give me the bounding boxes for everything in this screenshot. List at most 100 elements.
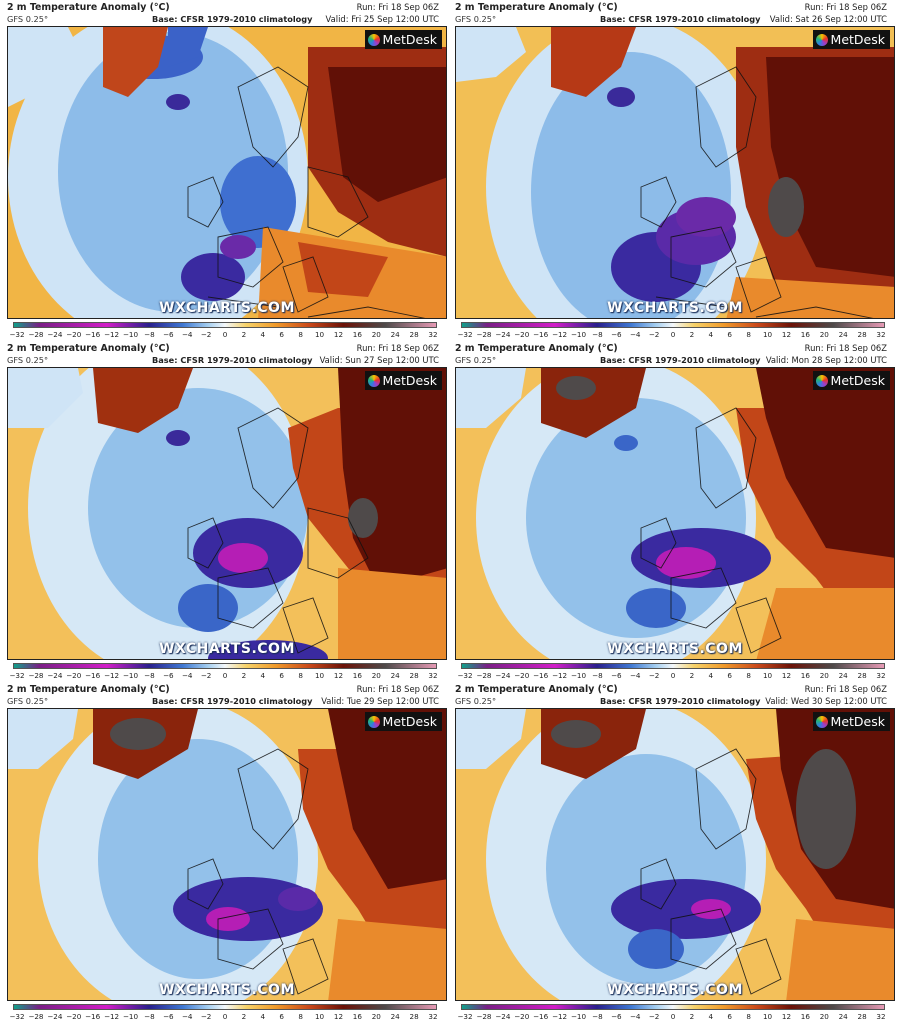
colorbar-tick-label: 32 [876, 1012, 886, 1021]
panel-header: 2 m Temperature Anomaly (°C) GFS 0.25° R… [448, 682, 893, 708]
colorbar-tick-label: −6 [610, 330, 622, 339]
forecast-panel-mon-28-sep: 2 m Temperature Anomaly (°C) GFS 0.25° R… [448, 341, 895, 681]
colorbar-tick-label: −16 [85, 671, 101, 680]
colorbar-tick-label: 10 [314, 1012, 325, 1021]
colorbar-tick-label: 6 [279, 330, 285, 339]
colorbar-tick-label: 16 [352, 671, 362, 680]
colorbar-tick-label: 20 [819, 1012, 829, 1021]
anomaly-field [8, 27, 446, 318]
wxcharts-watermark: WXCHARTS.COM [159, 641, 295, 657]
map-title: 2 m Temperature Anomaly (°C) [455, 343, 618, 354]
colorbar-tick-label: −12 [103, 671, 120, 680]
colorbar-tick-label: 8 [746, 671, 751, 680]
colorbar-tick-label: −16 [533, 671, 549, 680]
colorbar-ticks: −32 −28 −24 −20 −16 −12 −10 −8 −6 −4 −2 0 2 4 6 8 10 12 16… [9, 330, 437, 340]
colorbar-tick-label: 8 [746, 330, 751, 339]
colorbar-tick-label: −24 [495, 671, 511, 680]
colorbar-tick-label: 12 [333, 330, 344, 339]
panel-header: 2 m Temperature Anomaly (°C) GFS 0.25° R… [0, 0, 445, 26]
run-label: Run: Fri 18 Sep 06Z [804, 343, 887, 353]
colorbar-tick-label: 12 [333, 1012, 344, 1021]
colorbar-tick-label: −4 [629, 671, 641, 680]
colorbar-tick-label: −28 [28, 671, 44, 680]
colorbar-tick-label: 6 [727, 330, 733, 339]
run-label: Run: Fri 18 Sep 06Z [356, 343, 439, 353]
colorbar [461, 322, 885, 328]
colorbar-tick-label: −28 [28, 1012, 44, 1021]
colorbar-tick-label: −4 [181, 330, 193, 339]
colorbar-tick-label: 20 [819, 330, 829, 339]
colorbar-tick-label: −16 [85, 1012, 101, 1021]
colorbar-tick-label: −32 [457, 671, 473, 680]
colorbar-tick-label: 12 [781, 671, 792, 680]
colorbar-tick-label: 12 [781, 330, 792, 339]
panel-header: 2 m Temperature Anomaly (°C) GFS 0.25° R… [448, 0, 893, 26]
valid-time-label: Valid: Mon 28 Sep 12:00 UTC [765, 355, 887, 365]
temperature-anomaly-map: MetDesk WXCHARTS.COM [455, 708, 895, 1001]
colorbar-tick-label: −28 [28, 330, 44, 339]
metdesk-logo-icon [815, 33, 828, 46]
colorbar [13, 322, 437, 328]
forecast-panel-tue-29-sep: 2 m Temperature Anomaly (°C) GFS 0.25° R… [0, 682, 447, 1021]
colorbar-tick-label: −12 [103, 330, 120, 339]
model-label: GFS 0.25° [7, 696, 49, 706]
valid-time-label: Valid: Fri 25 Sep 12:00 UTC [325, 14, 439, 24]
colorbar-tick-label: −6 [162, 1012, 174, 1021]
colorbar-tick-label: −28 [476, 671, 492, 680]
run-label: Run: Fri 18 Sep 06Z [356, 684, 439, 694]
run-label: Run: Fri 18 Sep 06Z [804, 2, 887, 12]
colorbar-tick-label: 24 [390, 330, 400, 339]
colorbar-tick-label: 6 [279, 671, 285, 680]
model-label: GFS 0.25° [455, 355, 497, 365]
map-title: 2 m Temperature Anomaly (°C) [7, 343, 170, 354]
wxcharts-watermark: WXCHARTS.COM [607, 641, 743, 657]
map-title: 2 m Temperature Anomaly (°C) [7, 684, 170, 695]
colorbar-tick-label: −10 [570, 330, 587, 339]
panel-header: 2 m Temperature Anomaly (°C) GFS 0.25° R… [448, 341, 893, 367]
base-climatology-label: Base: CFSR 1979-2010 climatology [600, 14, 761, 24]
colorbar-ticks: −32 −28 −24 −20 −16 −12 −10 −8 −6 −4 −2 0 2 4 6 8 10 12 16… [457, 671, 885, 681]
colorbar-tick-label: 10 [762, 1012, 773, 1021]
base-climatology-label: Base: CFSR 1979-2010 climatology [152, 696, 313, 706]
colorbar-tick-label: 16 [800, 330, 810, 339]
colorbar [13, 663, 437, 669]
colorbar-tick-label: 32 [428, 671, 438, 680]
metdesk-logo: MetDesk [812, 30, 890, 49]
colorbar-tick-label: −32 [457, 330, 473, 339]
anomaly-field [456, 709, 894, 1000]
map-title: 2 m Temperature Anomaly (°C) [455, 2, 618, 13]
run-label: Run: Fri 18 Sep 06Z [804, 684, 887, 694]
colorbar-tick-label: 6 [727, 1012, 733, 1021]
metdesk-logo-icon [815, 374, 828, 387]
colorbar-tick-label: 0 [222, 1012, 228, 1021]
colorbar-tick-label: −32 [9, 1012, 25, 1021]
valid-time-label: Valid: Wed 30 Sep 12:00 UTC [765, 696, 887, 706]
colorbar-tick-label: −20 [66, 671, 82, 680]
temperature-anomaly-map: MetDesk WXCHARTS.COM [7, 708, 447, 1001]
colorbar-tick-label: −32 [9, 330, 25, 339]
colorbar-tick-label: 4 [708, 1012, 714, 1021]
colorbar-tick-label: 12 [333, 671, 344, 680]
colorbar-tick-label: 28 [857, 671, 867, 680]
colorbar [461, 1004, 885, 1010]
colorbar-tick-label: −8 [592, 671, 603, 680]
colorbar-tick-label: 4 [260, 1012, 266, 1021]
panel-header: 2 m Temperature Anomaly (°C) GFS 0.25° R… [0, 341, 445, 367]
logo-text: MetDesk [382, 32, 437, 47]
colorbar-tick-label: 4 [260, 330, 266, 339]
forecast-panel-sun-27-sep: 2 m Temperature Anomaly (°C) GFS 0.25° R… [0, 341, 447, 680]
colorbar-tick-label: −8 [144, 1012, 155, 1021]
wxcharts-watermark: WXCHARTS.COM [159, 300, 295, 316]
colorbar-tick-label: −4 [629, 330, 641, 339]
colorbar-tick-label: 2 [241, 1012, 247, 1021]
colorbar-tick-label: 16 [352, 330, 362, 339]
logo-text: MetDesk [830, 714, 885, 729]
base-climatology-label: Base: CFSR 1979-2010 climatology [600, 696, 761, 706]
colorbar-tick-label: 28 [409, 671, 419, 680]
colorbar-tick-label: −2 [200, 1012, 212, 1021]
temperature-anomaly-map: MetDesk WXCHARTS.COM [455, 26, 895, 319]
colorbar-tick-label: −6 [610, 671, 622, 680]
colorbar-tick-label: 10 [762, 671, 773, 680]
anomaly-field [8, 709, 446, 1000]
base-climatology-label: Base: CFSR 1979-2010 climatology [152, 14, 313, 24]
